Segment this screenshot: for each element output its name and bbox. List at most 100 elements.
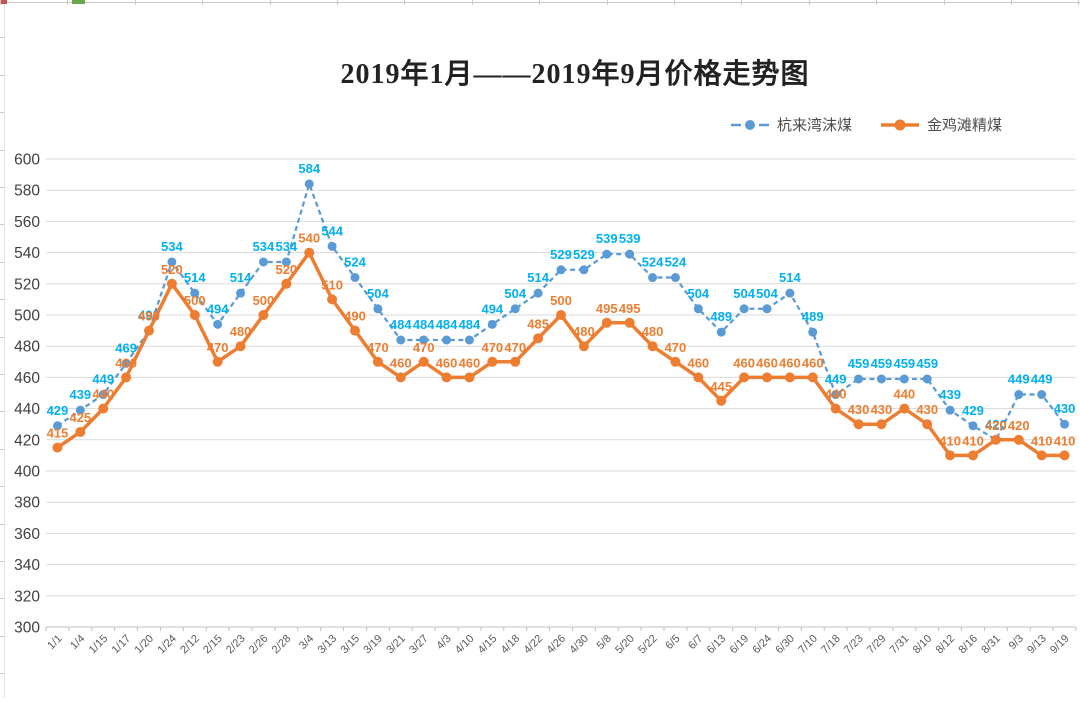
data-label: 470: [665, 340, 687, 355]
data-point: [876, 374, 886, 384]
data-point: [1036, 450, 1047, 461]
data-label: 460: [756, 355, 778, 370]
data-label: 459: [848, 356, 870, 371]
data-point: [213, 319, 223, 329]
data-label: 420: [985, 418, 1007, 433]
sheet-column-tick: [944, 0, 945, 5]
data-point: [395, 372, 406, 383]
y-axis-label: 480: [14, 339, 40, 356]
sheet-row-tick: [0, 449, 4, 450]
data-label: 470: [207, 340, 229, 355]
y-axis-label: 300: [14, 620, 40, 637]
data-label: 410: [1031, 433, 1053, 448]
x-axis-label: 1/4: [68, 633, 87, 652]
data-label: 439: [69, 387, 91, 402]
data-label: 504: [504, 286, 526, 301]
data-point: [487, 319, 497, 329]
data-label: 504: [756, 286, 778, 301]
x-axis-label: 8/10: [911, 633, 935, 657]
data-point: [762, 372, 772, 383]
data-point: [533, 333, 544, 344]
data-point: [945, 450, 956, 461]
data-label: 460: [687, 355, 709, 370]
data-point: [1059, 450, 1070, 461]
y-axis-label: 600: [14, 152, 40, 169]
data-label: 490: [344, 309, 366, 324]
series-line-0: [56, 182, 1066, 441]
x-axis-label: 4/10: [453, 633, 477, 657]
data-point: [419, 335, 429, 345]
data-label: 459: [893, 356, 915, 371]
legend-item-hanglaiwan[interactable]: 杭来湾沫煤: [730, 114, 852, 135]
data-point: [167, 257, 177, 267]
data-point: [670, 273, 680, 283]
data-label: 524: [665, 255, 687, 270]
sheet-row-tick: [0, 636, 4, 637]
data-label: 470: [413, 340, 435, 355]
x-axis-label: 1/1: [45, 633, 64, 652]
data-label: 429: [962, 403, 984, 418]
data-label: 500: [550, 293, 572, 308]
x-axis-label: 6/5: [663, 633, 682, 652]
sheet-column-tick: [674, 0, 675, 5]
y-axis-label: 560: [14, 214, 40, 231]
x-axis-label: 5/22: [636, 633, 660, 657]
x-axis-label: 1/17: [110, 633, 134, 657]
data-point: [602, 249, 612, 259]
legend-item-jinjitan[interactable]: 金鸡滩精煤: [880, 114, 1002, 135]
sheet-column-tick: [607, 0, 608, 5]
data-label: 539: [619, 231, 641, 246]
data-label: 469: [115, 340, 137, 355]
sheet-row-tick: [0, 374, 4, 375]
data-label: 534: [161, 239, 183, 254]
data-point: [510, 304, 520, 314]
data-label: 460: [436, 355, 458, 370]
data-point: [52, 442, 63, 453]
data-label: 430: [1054, 401, 1076, 416]
data-label: 524: [642, 255, 664, 270]
x-axis-label: 9/19: [1048, 633, 1072, 657]
x-axis-label: 8/12: [934, 633, 958, 657]
data-point: [945, 405, 955, 415]
y-axis-label: 500: [14, 308, 40, 325]
data-label: 529: [573, 247, 595, 262]
data-point: [235, 341, 246, 352]
data-label: 484: [413, 317, 435, 332]
data-label: 544: [321, 223, 343, 238]
data-point: [236, 288, 246, 298]
x-axis-label: 4/26: [544, 633, 568, 657]
sheet-row-tick: [0, 187, 4, 188]
data-label: 480: [642, 324, 664, 339]
data-point: [830, 403, 841, 414]
data-point: [716, 327, 726, 337]
data-point: [556, 265, 566, 275]
data-point: [648, 273, 658, 283]
x-axis-label: 9/3: [1007, 633, 1026, 652]
x-axis-label: 4/22: [522, 633, 546, 657]
sheet-row-tick: [0, 561, 4, 562]
data-label: 470: [504, 340, 526, 355]
data-point: [121, 358, 131, 368]
data-point: [304, 247, 315, 258]
data-label: 445: [710, 379, 732, 394]
data-point: [990, 434, 1001, 445]
data-label: 440: [893, 387, 915, 402]
data-point: [464, 335, 474, 345]
sheet-column-tick: [202, 0, 203, 5]
x-axis-label: 2/12: [178, 633, 202, 657]
data-point: [1013, 434, 1024, 445]
sheet-top-green-mark: [72, 0, 85, 4]
data-point: [739, 372, 750, 383]
data-label: 449: [1031, 372, 1053, 387]
data-label: 460: [459, 355, 481, 370]
x-axis-label: 7/23: [842, 633, 866, 657]
data-point: [441, 372, 452, 383]
sheet-column-tick: [539, 0, 540, 5]
data-point: [784, 372, 795, 383]
x-axis-label: 6/7: [686, 633, 705, 652]
data-point: [762, 304, 772, 314]
data-point: [922, 374, 932, 384]
sheet-row-tick: [0, 37, 4, 38]
legend-marker-dashed-dot-icon: [731, 119, 769, 130]
data-label: 429: [47, 403, 69, 418]
